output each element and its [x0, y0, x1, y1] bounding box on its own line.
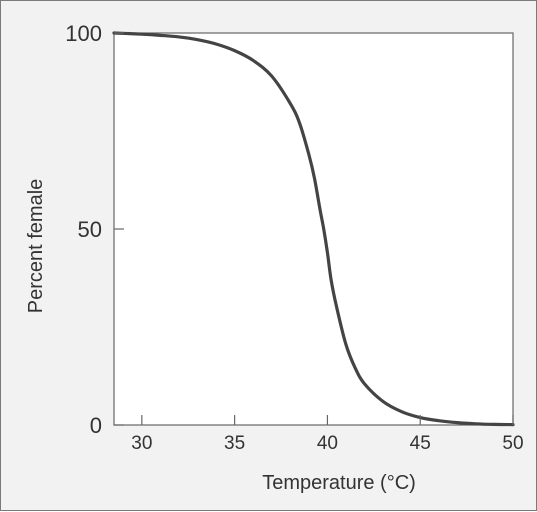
series-line-0 [112, 31, 515, 427]
y-axis-title: Percent female [25, 179, 47, 314]
y-tick-label: 50 [78, 217, 102, 242]
x-axis-ticks: 30 35 40 45 50 [131, 415, 524, 454]
plot-area [113, 32, 514, 426]
x-axis-title: Temperature (°C) [262, 472, 416, 494]
x-tick-label: 35 [224, 433, 245, 454]
y-tick-label: 0 [90, 413, 102, 438]
x-tick-label: 30 [131, 433, 152, 454]
y-tick-label: 100 [65, 21, 102, 46]
x-tick-label: 45 [410, 433, 431, 454]
y-axis-ticks: 0 50 100 [65, 21, 124, 438]
x-tick-label: 40 [317, 433, 338, 454]
series-layer [112, 31, 515, 427]
x-tick-label: 50 [502, 433, 523, 454]
